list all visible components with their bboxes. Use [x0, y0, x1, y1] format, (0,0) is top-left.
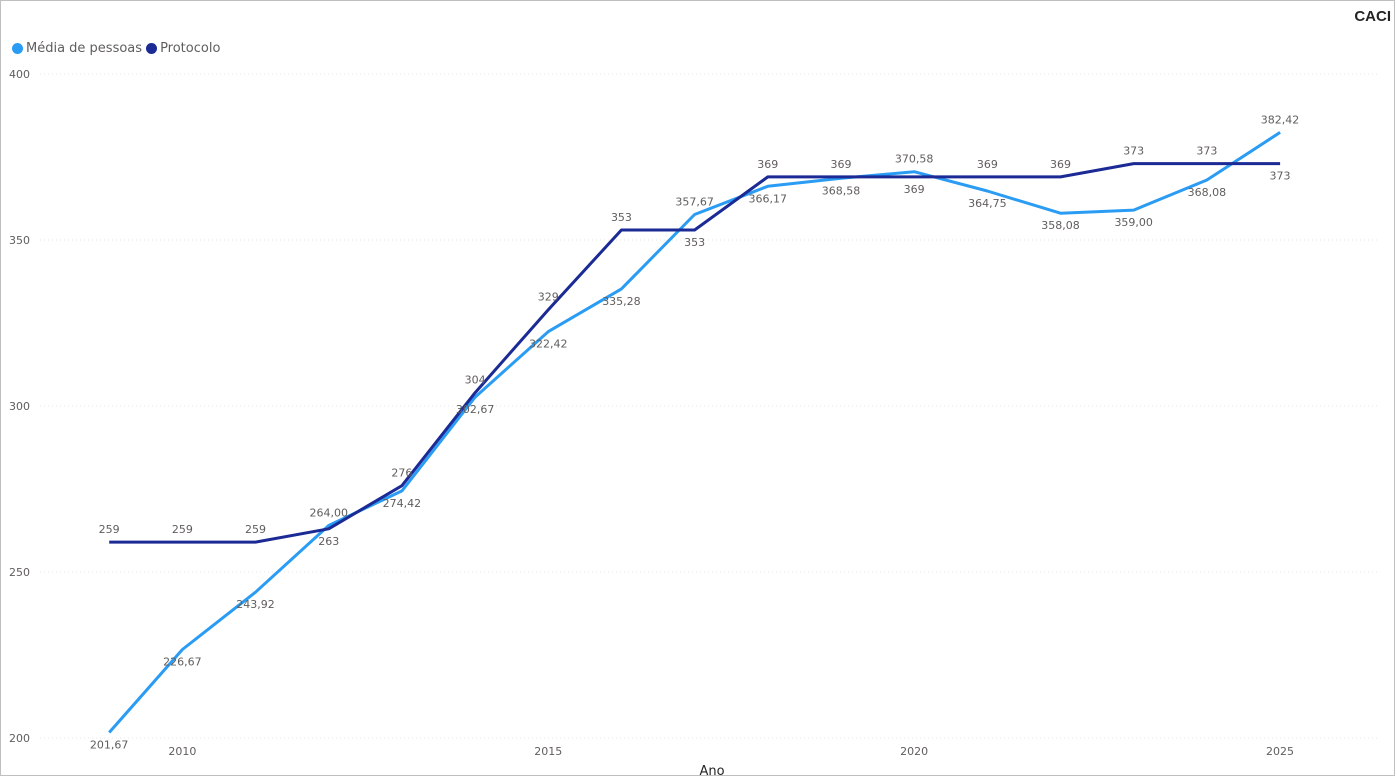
chart-title: CACI: [1354, 8, 1391, 25]
series-line-1[interactable]: [109, 162, 1281, 544]
y-tick-label: 200: [9, 732, 30, 745]
legend-item-protocolo[interactable]: Protocolo: [146, 41, 220, 56]
y-tick-label: 350: [9, 234, 30, 247]
data-label-protocolo: 369: [830, 158, 851, 171]
data-label-media: 201,67: [90, 738, 129, 751]
data-label-media: 335,28: [602, 295, 641, 308]
data-label-media: 366,17: [749, 192, 788, 205]
data-label-media: 358,08: [1041, 219, 1080, 232]
data-label-media: 359,00: [1114, 216, 1153, 229]
data-label-media: 368,58: [822, 184, 861, 197]
x-axis-title: Ano: [699, 764, 724, 778]
data-label-protocolo: 369: [1050, 158, 1071, 171]
data-label-protocolo: 276: [391, 467, 412, 480]
data-label-media: 322,42: [529, 338, 568, 351]
y-tick-label: 300: [9, 400, 30, 413]
legend-label-media: Média de pessoas: [26, 41, 143, 56]
x-tick-label: 2020: [900, 745, 928, 758]
series-line-0[interactable]: [108, 131, 1281, 734]
data-label-protocolo: 369: [904, 183, 925, 196]
data-label-media: 302,67: [456, 403, 495, 416]
data-label-protocolo: 329: [538, 291, 559, 304]
legend-label-protocolo: Protocolo: [160, 41, 221, 56]
y-tick-label: 250: [9, 566, 30, 579]
grid-lines: [40, 73, 1380, 739]
data-label-protocolo: 259: [172, 523, 193, 536]
data-label-protocolo: 373: [1196, 145, 1217, 158]
data-label-media: 264,00: [309, 507, 348, 520]
data-label-protocolo: 373: [1270, 170, 1291, 183]
legend-dot-icon: [12, 43, 23, 54]
legend-dot-icon: [146, 43, 158, 54]
data-label-media: 357,67: [675, 196, 714, 209]
x-axis-ticks: 2010 2015 2020 2025: [168, 745, 1294, 758]
data-label-media: 370,58: [895, 153, 934, 166]
x-tick-label: 2025: [1266, 745, 1294, 758]
y-tick-label: 400: [9, 68, 30, 81]
data-label-media: 368,08: [1188, 186, 1227, 199]
legend[interactable]: Média de pessoas Protocolo: [12, 41, 224, 56]
series-lines: [108, 131, 1281, 734]
data-labels: 201,67 259 226,67 259 243,92 259 264,00 263 274,…: [90, 113, 1299, 751]
data-label-protocolo: 353: [611, 211, 632, 224]
x-tick-label: 2010: [168, 745, 196, 758]
data-label-media: 274,42: [383, 497, 422, 510]
data-label-protocolo: 353: [684, 236, 705, 249]
x-tick-label: 2015: [534, 745, 562, 758]
data-label-protocolo: 373: [1123, 145, 1144, 158]
data-label-protocolo: 263: [318, 535, 339, 548]
data-label-media: 382,42: [1261, 113, 1300, 126]
data-label-protocolo: 304: [465, 374, 486, 387]
data-label-protocolo: 259: [99, 523, 120, 536]
data-label-media: 243,92: [236, 598, 275, 611]
data-label-media: 364,75: [968, 197, 1007, 210]
y-axis-ticks: 200 250 300 350 400: [9, 68, 30, 745]
data-label-media: 226,67: [163, 655, 202, 668]
data-label-protocolo: 369: [757, 158, 778, 171]
data-label-protocolo: 369: [977, 158, 998, 171]
data-label-protocolo: 259: [245, 523, 266, 536]
legend-item-media[interactable]: Média de pessoas: [12, 41, 142, 56]
